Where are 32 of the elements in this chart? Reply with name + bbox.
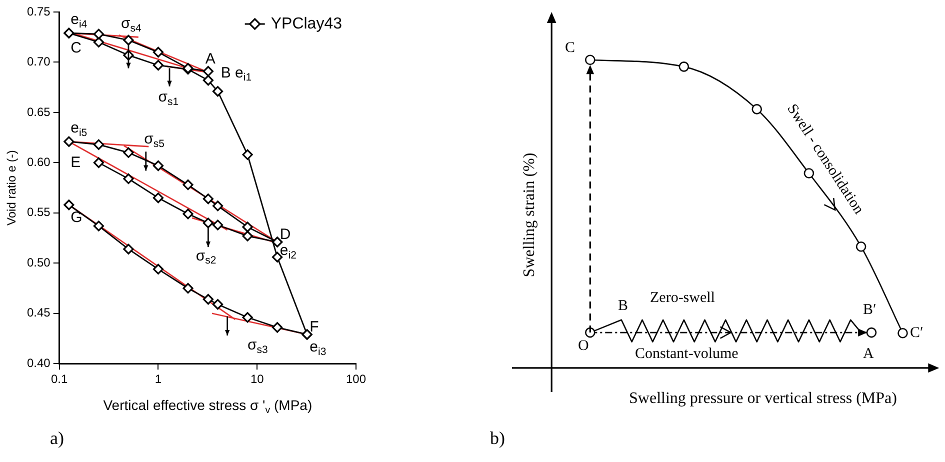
- annotation: F: [310, 318, 319, 336]
- annotation: O: [578, 338, 589, 354]
- y-tick-label: 0.70: [26, 54, 51, 69]
- text: a): [50, 428, 64, 449]
- y-tick-label: 0.55: [26, 205, 51, 220]
- x-tick-label: 100: [346, 372, 366, 386]
- annotation: Constant-volume: [635, 346, 739, 362]
- annotation: A: [863, 346, 874, 362]
- y-tick-label: 0.75: [26, 4, 51, 18]
- text: b): [490, 428, 505, 449]
- text: C′: [910, 325, 924, 341]
- x-tick-label: 10: [250, 372, 264, 386]
- text: C: [565, 40, 576, 56]
- x-tick-label: 0.1: [51, 372, 68, 386]
- annotation: B′: [863, 302, 876, 318]
- y-tick-label: 0.60: [26, 155, 51, 169]
- annotation: Zero-swell: [650, 290, 715, 306]
- y-tick-label: 0.40: [26, 356, 51, 370]
- annotation: B: [618, 298, 628, 314]
- annotation: G: [70, 209, 82, 226]
- annotation: C: [70, 39, 82, 56]
- annotation: D: [280, 226, 291, 244]
- y-tick-label: 0.50: [26, 255, 51, 270]
- x-axis-title: Swelling pressure or vertical stress (MPa): [629, 390, 897, 407]
- x-tick-label: 1: [154, 372, 162, 386]
- y-tick-label: 0.45: [26, 306, 51, 320]
- annotation: A: [205, 50, 216, 68]
- legend-label: YPClay43: [270, 15, 342, 32]
- y-axis-title: Void ratio e (-): [4, 150, 18, 226]
- annotation: E: [70, 154, 81, 171]
- y-axis-title: Swelling strain (%): [521, 152, 538, 278]
- y-tick-label: 0.65: [26, 104, 51, 119]
